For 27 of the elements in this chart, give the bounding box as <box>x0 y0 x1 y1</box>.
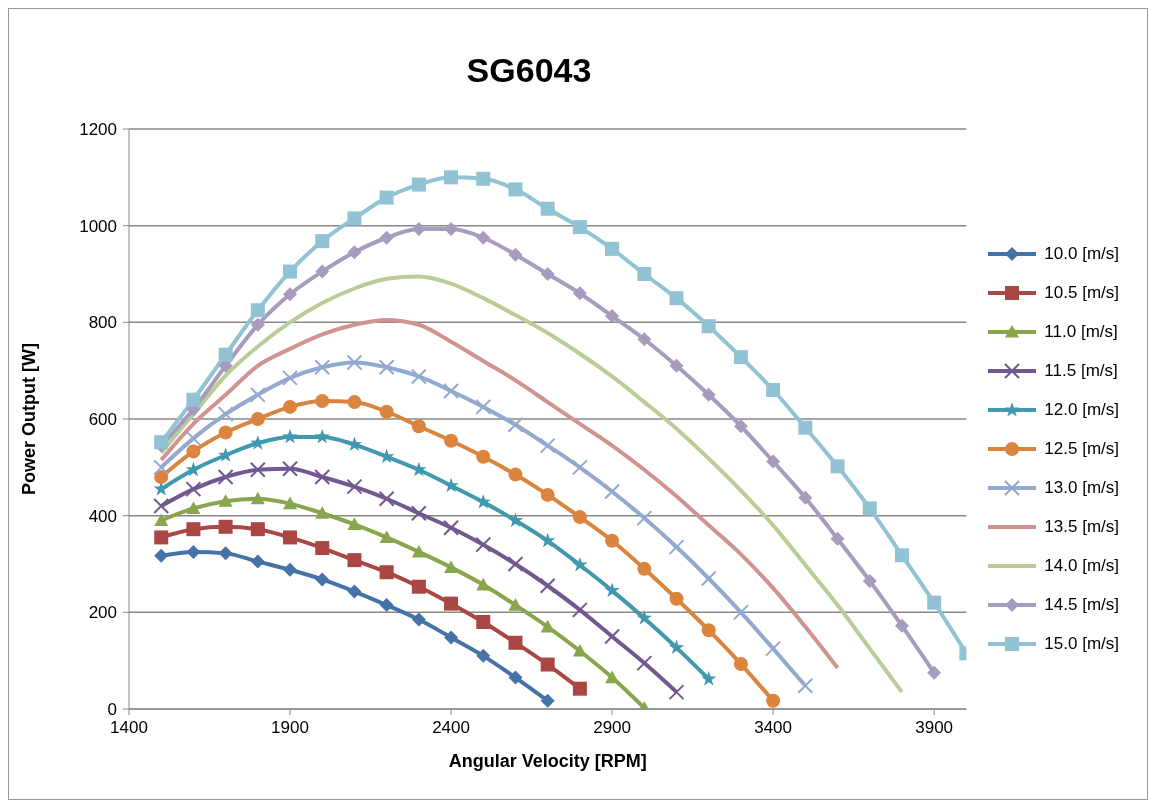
legend-label: 10.0 [m/s] <box>1044 244 1119 264</box>
legend-label: 12.0 [m/s] <box>1044 400 1119 420</box>
legend-label: 14.0 [m/s] <box>1044 556 1119 576</box>
y-tick-label: 200 <box>88 603 117 623</box>
legend-label: 15.0 [m/s] <box>1044 634 1119 654</box>
legend-label: 14.5 [m/s] <box>1044 595 1119 615</box>
y-tick-label: 1000 <box>79 216 117 236</box>
legend-label: 10.5 [m/s] <box>1044 283 1119 303</box>
legend-label: 11.0 [m/s] <box>1044 322 1118 342</box>
y-tick-label: 400 <box>88 506 117 526</box>
y-tick-label: 600 <box>88 410 117 430</box>
legend-label: 11.5 [m/s] <box>1044 361 1118 381</box>
y-tick-label: 0 <box>107 700 117 720</box>
x-tick-label: 1900 <box>271 718 309 738</box>
legend-label: 13.5 [m/s] <box>1044 517 1119 537</box>
chart-title: SG6043 <box>465 51 593 90</box>
legend-label: 13.0 [m/s] <box>1044 478 1119 498</box>
x-tick-label: 2400 <box>432 718 470 738</box>
y-tick-label: 1200 <box>79 120 117 140</box>
x-tick-label: 3400 <box>754 718 793 738</box>
x-axis-title: Angular Velocity [RPM] <box>448 751 647 771</box>
x-tick-label: 3900 <box>915 718 954 738</box>
x-tick-label: 1400 <box>110 718 148 738</box>
x-tick-label: 2900 <box>593 718 632 738</box>
y-axis-title: Power Output [W] <box>19 343 40 495</box>
y-tick-label: 800 <box>88 313 117 333</box>
legend-label: 12.5 [m/s] <box>1044 439 1119 459</box>
